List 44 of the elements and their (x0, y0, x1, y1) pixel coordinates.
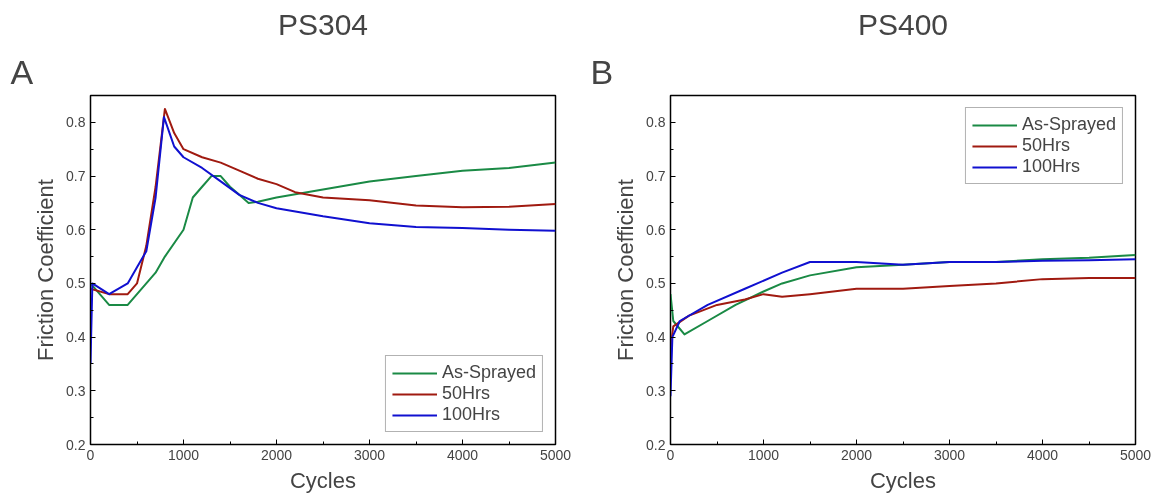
x-tick-label: 5000 (1119, 446, 1152, 463)
y-tick-label: 0.7 (646, 168, 666, 185)
legend-label: As-Sprayed (1021, 114, 1116, 135)
y-tick-label: 0.5 (646, 275, 666, 292)
y-tick-label: 0.2 (66, 436, 86, 453)
chart-title: PS304 (277, 7, 369, 41)
legend-label: 50Hrs (1021, 135, 1070, 156)
x-tick-label: 2000 (840, 446, 873, 463)
x-tick-label: 2000 (260, 446, 293, 463)
x-tick-label: 1000 (747, 446, 780, 463)
y-tick-label: 0.3 (646, 382, 666, 399)
legend-label: 50Hrs (441, 383, 490, 404)
y-tick-label: 0.6 (646, 221, 666, 238)
y-tick-label: 0.5 (66, 275, 86, 292)
y-tick-label: 0.6 (66, 221, 86, 238)
y-tick-label: 0.8 (66, 114, 86, 131)
x-tick-label: 0 (666, 446, 675, 463)
x-tick-label: 0 (86, 446, 95, 463)
x-axis-title: Cycles (869, 467, 937, 493)
y-axis-title: Friction Coefficient (33, 179, 59, 361)
x-tick-label: 1000 (167, 446, 200, 463)
line-series (90, 107, 556, 296)
line-series (90, 115, 556, 365)
line-series (670, 258, 1136, 398)
legend-label: As-Sprayed (441, 362, 536, 383)
x-tick-label: 4000 (1026, 446, 1059, 463)
y-axis-title: Friction Coefficient (613, 179, 639, 361)
x-tick-label: 3000 (353, 446, 386, 463)
legend-label: 100Hrs (441, 404, 500, 425)
x-tick-label: 3000 (933, 446, 966, 463)
text: A (10, 52, 34, 91)
y-tick-label: 0.4 (66, 329, 86, 346)
text: B (590, 52, 614, 91)
chart-title: PS400 (857, 7, 949, 41)
legend-label: 100Hrs (1021, 156, 1080, 177)
x-tick-label: 4000 (446, 446, 479, 463)
y-tick-label: 0.4 (646, 329, 666, 346)
x-tick-label: 5000 (539, 446, 572, 463)
y-tick-label: 0.3 (66, 382, 86, 399)
y-tick-label: 0.8 (646, 114, 666, 131)
line-series (90, 161, 556, 306)
x-axis-title: Cycles (289, 467, 357, 493)
y-tick-label: 0.7 (66, 168, 86, 185)
y-tick-label: 0.2 (646, 436, 666, 453)
